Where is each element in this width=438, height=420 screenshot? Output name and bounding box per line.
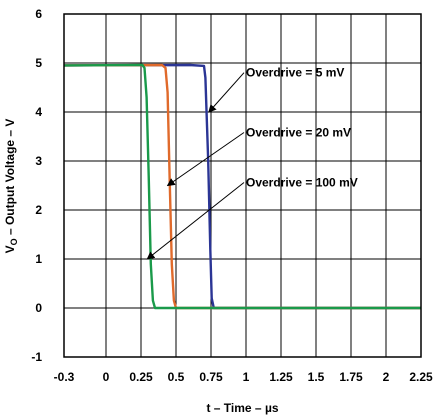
- x-tick-label: -0.3: [54, 370, 75, 384]
- plot-background: [64, 14, 421, 357]
- x-tick-label: 0.75: [199, 370, 223, 384]
- annotation-label: Overdrive = 5 mV: [246, 66, 344, 80]
- annotation-arrow: [146, 182, 245, 260]
- x-tick-label: 2.25: [409, 370, 433, 384]
- annotations: Overdrive = 5 mV Overdrive = 20 mV Overdri…: [146, 66, 358, 260]
- annotation-arrow: [166, 132, 245, 187]
- annotation-label: Overdrive = 100 mV: [246, 175, 358, 189]
- y-tick-label: 5: [35, 56, 42, 70]
- y-tick-label: 0: [35, 301, 42, 315]
- series-line: [63, 63, 421, 310]
- y-axis-title: VO – Output Voltage – V: [3, 119, 19, 254]
- x-tick-label: 0.25: [129, 370, 153, 384]
- y-tick-labels: -1 0 1 2 3 4 5 6: [31, 7, 42, 364]
- series-line: [63, 63, 421, 310]
- x-tick-label: 1.5: [308, 370, 325, 384]
- plot-frame: [63, 13, 422, 358]
- x-tick-label: 1.75: [339, 370, 363, 384]
- annotation-arrow: [208, 72, 245, 113]
- x-tick-label: 1: [243, 370, 250, 384]
- y-tick-label: 3: [35, 154, 42, 168]
- y-tick-label: 6: [35, 7, 42, 21]
- y-tick-label: 1: [35, 252, 42, 266]
- y-tick-label: 4: [35, 105, 42, 119]
- x-axis-title: t – Time – µs: [206, 401, 278, 415]
- x-tick-label: 1.25: [269, 370, 293, 384]
- annotation-label: Overdrive = 20 mV: [246, 126, 351, 140]
- x-tick-label: 2: [383, 370, 390, 384]
- x-tick-label: 0: [103, 370, 110, 384]
- y-tick-label: -1: [31, 350, 42, 364]
- x-tick-labels: -0.3 0 0.25 0.5 0.75 1 1.25 1.5 1.75 2 2.25: [54, 370, 433, 384]
- y-tick-label: 2: [35, 203, 42, 217]
- x-tick-label: 0.5: [168, 370, 185, 384]
